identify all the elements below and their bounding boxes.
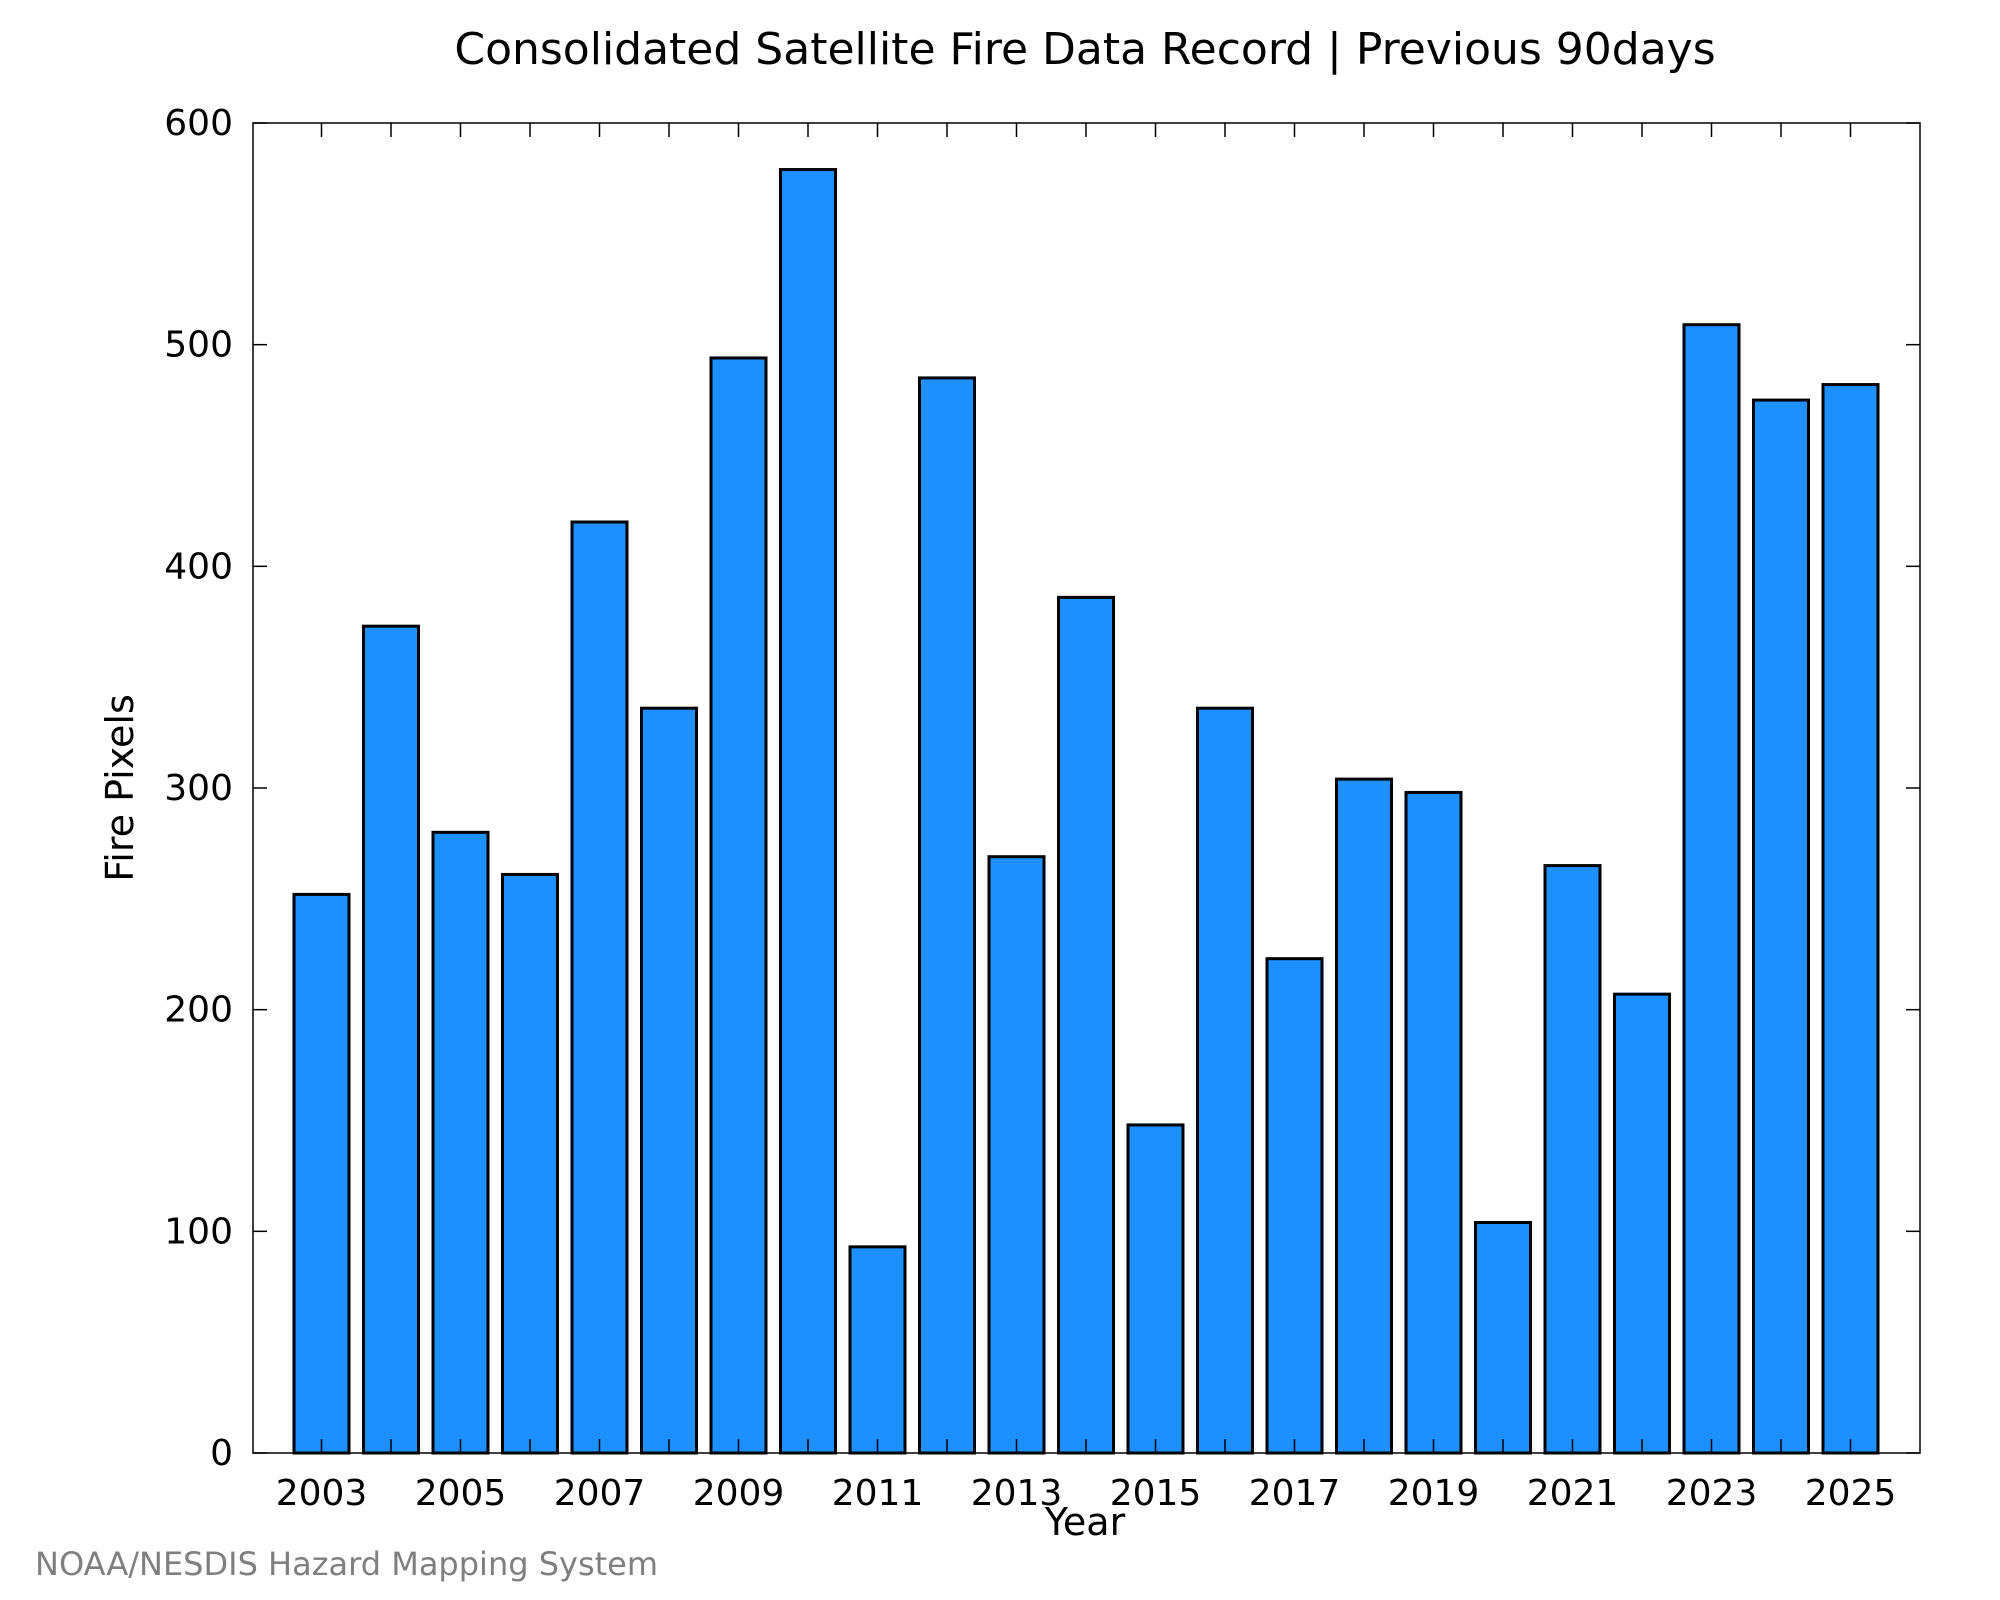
- credit-text: NOAA/NESDIS Hazard Mapping System: [35, 1545, 658, 1583]
- bar-2009: [709, 356, 768, 1455]
- x-tick-label-2017: 2017: [1249, 1473, 1341, 1514]
- bar-2006: [501, 872, 559, 1455]
- bar-2017: [1265, 957, 1324, 1455]
- bar-2004: [362, 624, 420, 1455]
- x-tick-label-2011: 2011: [832, 1473, 924, 1514]
- x-tick-label-2009: 2009: [693, 1473, 785, 1514]
- x-tick-label-2003: 2003: [276, 1473, 368, 1514]
- bar-2014: [1057, 595, 1115, 1455]
- plot-frame: [252, 122, 1921, 1454]
- bar-2020: [1474, 1220, 1532, 1455]
- y-tick-label-400: 400: [164, 546, 233, 587]
- y-tick-label-500: 500: [164, 325, 233, 366]
- bar-2011: [848, 1245, 907, 1455]
- x-tick-label-2019: 2019: [1388, 1473, 1480, 1514]
- y-tick-label-100: 100: [164, 1211, 233, 1252]
- bar-2008: [640, 706, 698, 1455]
- y-tick-label-600: 600: [164, 103, 233, 144]
- x-axis-ticks: 2003 2005 2007 2009 2011 2013 2015 2017 2019 2021…: [276, 123, 1897, 1514]
- bar-2015: [1126, 1123, 1185, 1455]
- x-tick-label-2015: 2015: [1110, 1473, 1202, 1514]
- bar-2021: [1543, 864, 1602, 1455]
- bar-2016: [1196, 706, 1254, 1455]
- y-tick-label-0: 0: [210, 1433, 233, 1474]
- bar-2023: [1682, 323, 1741, 1455]
- bar-2019: [1404, 790, 1463, 1455]
- x-tick-label-2025: 2025: [1805, 1473, 1897, 1514]
- y-tick-label-200: 200: [164, 990, 233, 1031]
- bar-2012: [918, 376, 976, 1455]
- x-tick-label-2023: 2023: [1666, 1473, 1758, 1514]
- bar-2010: [779, 168, 837, 1455]
- bar-2007: [570, 520, 629, 1455]
- x-tick-label-2013: 2013: [971, 1473, 1063, 1514]
- bars-group: [292, 168, 1880, 1455]
- x-tick-label-2021: 2021: [1527, 1473, 1619, 1514]
- x-tick-label-2005: 2005: [415, 1473, 507, 1514]
- chart-title: Consolidated Satellite Fire Data Record …: [454, 24, 1715, 75]
- bar-2022: [1613, 992, 1671, 1455]
- bar-2025: [1821, 383, 1880, 1455]
- bar-2013: [987, 855, 1046, 1455]
- x-axis-label: Year: [1044, 1500, 1126, 1544]
- x-tick-label-2007: 2007: [554, 1473, 646, 1514]
- bar-2018: [1335, 777, 1393, 1455]
- bar-2003: [292, 892, 351, 1455]
- bar-2005: [431, 830, 490, 1455]
- y-tick-label-300: 300: [164, 768, 233, 809]
- y-axis-ticks: 0 100 200 300 400 500 600: [164, 103, 1920, 1474]
- bar-2024: [1752, 398, 1810, 1455]
- y-axis-label: Fire Pixels: [98, 694, 142, 882]
